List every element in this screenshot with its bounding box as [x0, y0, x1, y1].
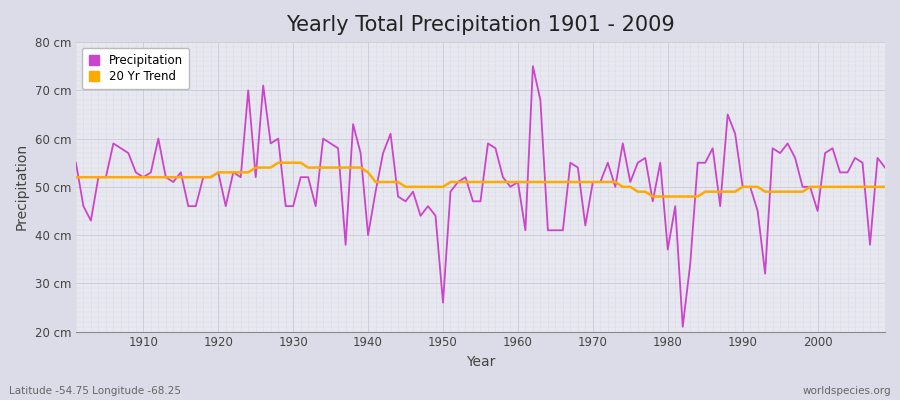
Precipitation: [295, 175, 306, 180]
20 Yr Trend: [647, 194, 658, 199]
Line: 20 Yr Trend: 20 Yr Trend: [76, 163, 885, 196]
20 Yr Trend: [302, 165, 313, 170]
Precipitation: [340, 242, 351, 247]
20 Yr Trend: [347, 165, 358, 170]
20 Yr Trend: [130, 175, 141, 180]
Title: Yearly Total Precipitation 1901 - 2009: Yearly Total Precipitation 1901 - 2009: [286, 15, 675, 35]
Precipitation: [610, 184, 621, 189]
Text: worldspecies.org: worldspecies.org: [803, 386, 891, 396]
Precipitation: [879, 165, 890, 170]
20 Yr Trend: [512, 180, 523, 184]
20 Yr Trend: [610, 180, 621, 184]
Y-axis label: Precipitation: Precipitation: [15, 143, 29, 230]
Precipitation: [505, 184, 516, 189]
Legend: Precipitation, 20 Yr Trend: Precipitation, 20 Yr Trend: [82, 48, 189, 89]
Precipitation: [512, 180, 523, 184]
20 Yr Trend: [520, 180, 531, 184]
X-axis label: Year: Year: [466, 355, 495, 369]
Precipitation: [678, 324, 688, 329]
Line: Precipitation: Precipitation: [76, 66, 885, 327]
20 Yr Trend: [70, 175, 81, 180]
20 Yr Trend: [273, 160, 284, 165]
Precipitation: [130, 170, 141, 175]
Precipitation: [527, 64, 538, 69]
Text: Latitude -54.75 Longitude -68.25: Latitude -54.75 Longitude -68.25: [9, 386, 181, 396]
Precipitation: [70, 160, 81, 165]
20 Yr Trend: [879, 184, 890, 189]
